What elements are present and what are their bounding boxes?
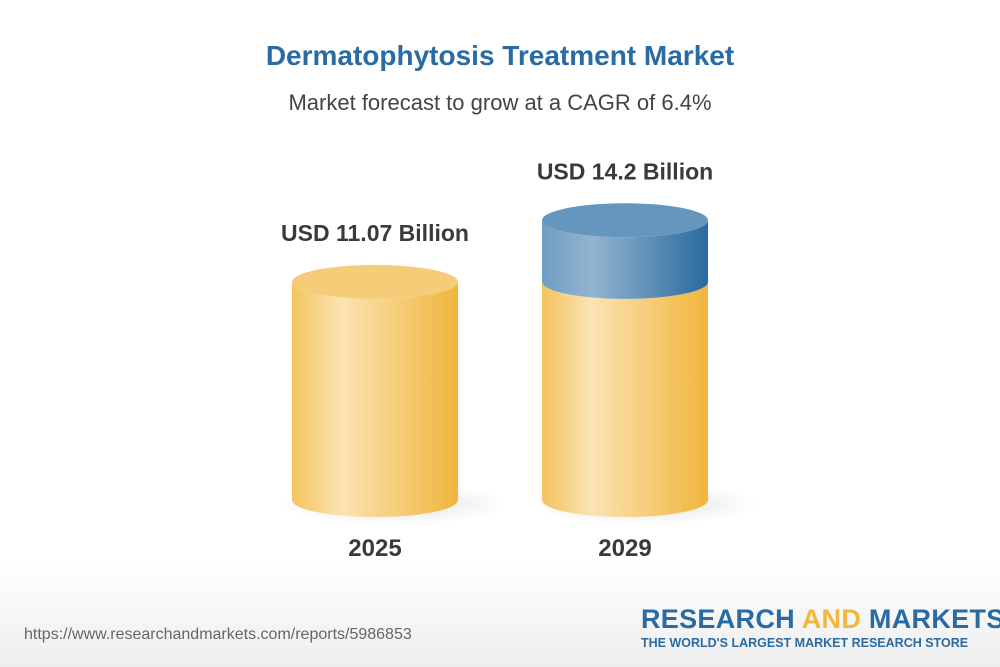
chart-subtitle: Market forecast to grow at a CAGR of 6.4…: [288, 90, 712, 115]
data-label: USD 11.07 Billion: [281, 220, 469, 246]
data-label: USD 14.2 Billion: [537, 158, 713, 184]
report-url[interactable]: https://www.researchandmarkets.com/repor…: [24, 626, 412, 643]
research-and-markets-logo: RESEARCH AND MARKETS THE WORLD'S LARGEST…: [641, 604, 1000, 650]
cylinder-base-segment-2029: [542, 281, 708, 517]
logo-text-markets: MARKETS: [861, 604, 1000, 634]
logo-text: RESEARCH: [641, 604, 802, 634]
cylinder-chart: USD 11.07 Billion 2025 USD 14.2 Billion 202…: [281, 158, 758, 562]
cylinder-body-2025: [292, 281, 458, 517]
cylinder-growth-segment-2029: [542, 220, 708, 299]
logo-tagline: THE WORLD'S LARGEST MARKET RESEARCH STOR…: [641, 636, 969, 650]
cylinder-top-2025: [292, 264, 458, 299]
category-label: 2025: [348, 535, 401, 562]
cylinder-top-2029: [542, 203, 708, 238]
category-label: 2029: [598, 535, 651, 562]
chart-title: Dermatophytosis Treatment Market: [265, 40, 735, 71]
logo-text-and: AND: [801, 604, 862, 634]
